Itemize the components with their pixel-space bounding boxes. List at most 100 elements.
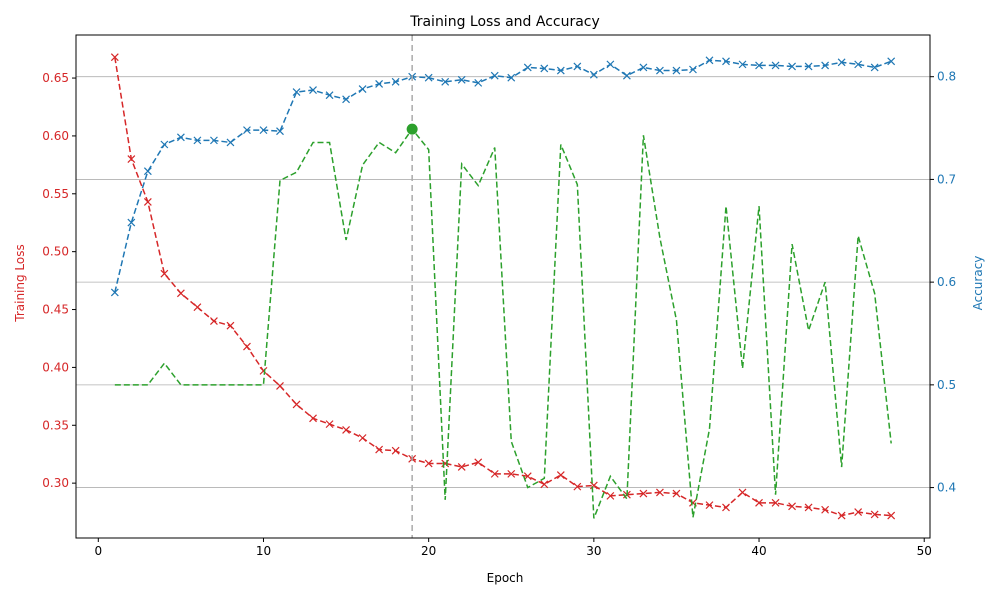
training-loss-point (672, 489, 681, 498)
accuracy-point (457, 75, 466, 84)
accuracy-point (540, 64, 549, 73)
accuracy-point (375, 79, 384, 88)
training-loss-point (474, 458, 483, 467)
training-loss-point (391, 446, 400, 455)
accuracy-point (490, 71, 499, 80)
training-loss-point (755, 498, 763, 507)
accuracy-point (672, 66, 681, 75)
accuracy-point (342, 95, 350, 104)
training-loss-point (243, 342, 251, 351)
accuracy-point (622, 71, 631, 80)
training-loss-point (358, 434, 367, 442)
training-loss-point (870, 510, 879, 519)
validation-accuracy-line (114, 127, 892, 519)
training-loss-point (276, 381, 284, 390)
training-loss-point (507, 469, 516, 478)
training-loss-point (722, 503, 730, 512)
training-loss-point (854, 508, 863, 516)
training-loss-point (771, 498, 780, 507)
x-tick-label: 0 (94, 544, 102, 558)
annotation-layer (406, 35, 418, 538)
accuracy-point (210, 136, 218, 145)
training-loss-point (176, 289, 185, 298)
training-loss-point (342, 425, 350, 434)
x-tick-label: 50 (917, 544, 932, 558)
training-loss-point (143, 197, 152, 206)
training-loss-point (309, 414, 317, 423)
training-loss-point (424, 459, 433, 468)
accuracy-point (689, 65, 697, 74)
training-loss-point (705, 501, 714, 510)
x-tick-label: 40 (751, 544, 766, 558)
training-loss-point (259, 366, 268, 375)
accuracy-point (556, 66, 565, 75)
training-loss-point (837, 511, 846, 520)
y-right-tick-label: 0.7 (937, 172, 956, 186)
accuracy-point (276, 127, 284, 136)
accuracy-point (887, 57, 896, 66)
y-left-tick-label: 0.55 (42, 187, 69, 201)
training-loss-point (804, 503, 813, 512)
training-loss-point (210, 317, 218, 326)
accuracy-point (474, 78, 483, 87)
axes: 0 10 20 30 40 50 0.30 0.35 0.40 0.45 0.50 0.55 0.60 0… (42, 70, 956, 558)
accuracy-point (176, 133, 185, 142)
training-loss-point (457, 463, 466, 471)
accuracy-point (160, 140, 169, 149)
accuracy-point (292, 88, 301, 97)
x-tick-label: 30 (586, 544, 601, 558)
training-loss-point (292, 400, 301, 409)
y-left-tick-label: 0.60 (42, 129, 69, 143)
accuracy-point (226, 138, 235, 147)
training-loss-point (540, 480, 549, 489)
y-right-tick-label: 0.5 (937, 378, 956, 392)
accuracy-point (804, 62, 813, 71)
plot-frame (75, 34, 931, 539)
accuracy-point (143, 167, 152, 176)
accuracy-point (788, 62, 796, 71)
accuracy-point (424, 73, 433, 82)
accuracy-point (110, 288, 119, 297)
accuracy-point (573, 62, 582, 71)
training-loss-point (821, 505, 830, 514)
training-loss-point (788, 502, 796, 511)
training-loss-point (490, 469, 499, 478)
accuracy-point (325, 91, 334, 100)
x-tick-label: 20 (421, 544, 436, 558)
accuracy-point (259, 126, 268, 135)
y-left-tick-label: 0.45 (42, 303, 69, 317)
y-axis-right-label: Accuracy (971, 256, 985, 311)
training-loss-line (114, 57, 892, 517)
accuracy-point (309, 86, 317, 94)
accuracy-point (507, 73, 516, 82)
x-tick-label: 10 (256, 544, 271, 558)
training-loss-point (606, 491, 615, 500)
accuracy-point (821, 61, 830, 70)
training-loss-point (325, 420, 334, 429)
accuracy-point (391, 77, 400, 86)
training-loss-point (375, 445, 384, 454)
training-loss-point (887, 511, 896, 520)
y-right-tick-label: 0.6 (937, 275, 956, 289)
training-loss-point (656, 488, 664, 497)
training-loss-point (110, 53, 119, 62)
y-left-tick-label: 0.30 (42, 476, 69, 490)
training-loss-point (160, 269, 169, 278)
accuracy-point (358, 85, 367, 93)
accuracy-point (854, 60, 863, 69)
training-loss-point (573, 482, 582, 491)
accuracy-point (771, 61, 780, 70)
accuracy-point (441, 77, 450, 86)
training-loss-point (556, 471, 565, 479)
training-loss-point (127, 155, 136, 163)
series-layer (110, 53, 896, 520)
accuracy-point (755, 61, 763, 70)
y-left-tick-label: 0.50 (42, 245, 69, 259)
training-loss-point (639, 489, 648, 498)
accuracy-point (243, 126, 251, 135)
accuracy-point (722, 57, 730, 66)
accuracy-point (870, 63, 879, 72)
x-axis-label: Epoch (487, 571, 524, 585)
accuracy-line (114, 59, 892, 293)
